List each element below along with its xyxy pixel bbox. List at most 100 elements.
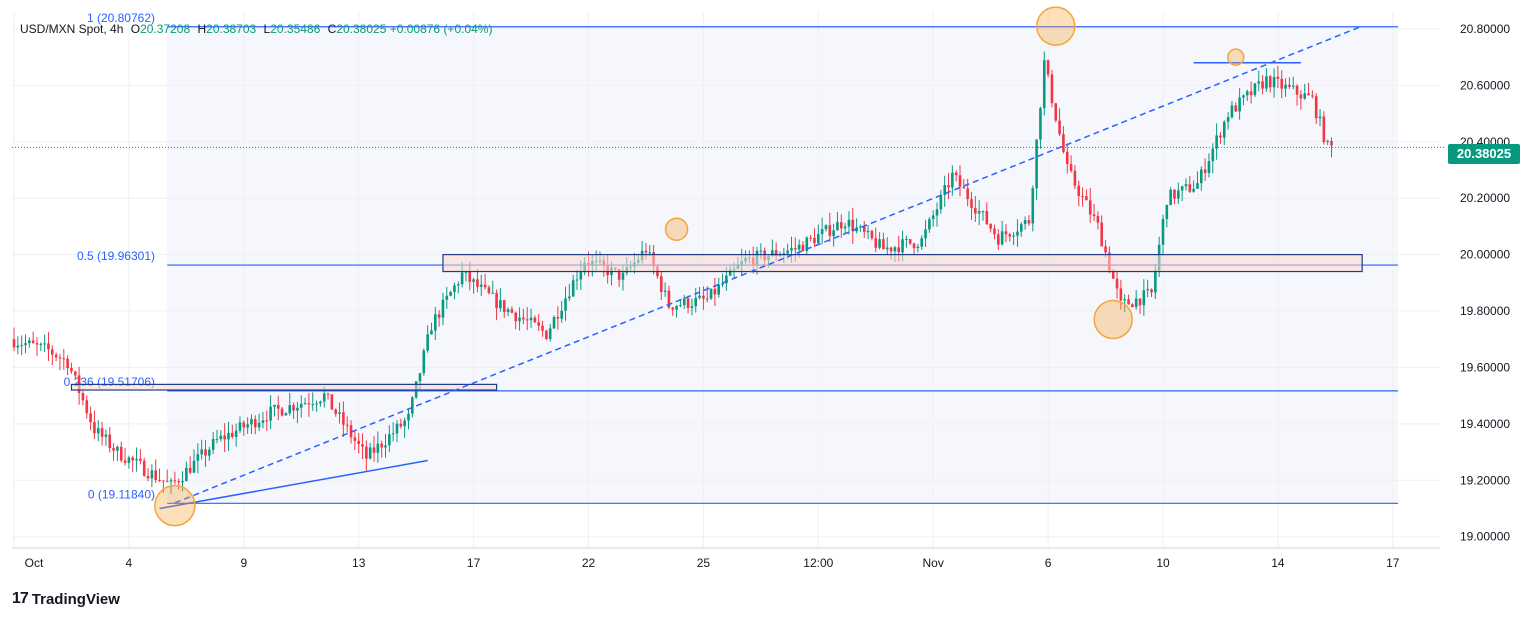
time-tick-label: 12:00 [803, 556, 833, 570]
candle-body [725, 275, 728, 284]
candle-body [698, 295, 701, 298]
candle-body [1088, 200, 1092, 215]
candle-body [759, 250, 763, 252]
dashed-trendline [174, 25, 1363, 504]
candle-body [54, 354, 58, 358]
candle-body [1046, 60, 1050, 75]
candle-body [181, 480, 184, 483]
candle-body [893, 247, 897, 252]
candle-body [299, 404, 303, 408]
price-tick-label: 19.40000 [1460, 417, 1510, 431]
candle-body [993, 228, 996, 235]
candle-body [231, 432, 234, 437]
tradingview-brand[interactable]: 17 TradingView [12, 590, 120, 608]
time-axis[interactable]: Oct 4 9 13 17 22 25 12:00 Nov 6 10 14 17 [25, 556, 1400, 570]
candle-body [1215, 135, 1218, 149]
candle-body [928, 219, 931, 230]
candle-body [1050, 74, 1054, 104]
candle-body [173, 480, 177, 482]
candle-body [418, 373, 422, 382]
candle-body [280, 408, 284, 416]
candle-body [158, 479, 161, 481]
candle-body [522, 317, 525, 320]
time-tick-label: 9 [240, 556, 247, 570]
candle-body [1031, 188, 1035, 224]
candle-body [820, 229, 824, 235]
candle-body [997, 234, 1000, 245]
candle-body [866, 230, 870, 233]
time-tick-label: 6 [1045, 556, 1052, 570]
candle-body [1272, 76, 1276, 88]
candle-body [1019, 224, 1023, 232]
symbol-title[interactable]: USD/MXN Spot, 4h [20, 22, 124, 36]
candle-body [116, 446, 119, 451]
candle-body [188, 467, 192, 473]
candle-body [958, 175, 962, 187]
candle-body [621, 272, 625, 280]
candle-body [31, 340, 35, 344]
candle-body [491, 292, 495, 294]
drawings[interactable] [70, 6, 1363, 527]
price-tick-label: 19.20000 [1460, 473, 1510, 487]
candle-body [713, 288, 717, 295]
time-tick-label: 17 [1386, 556, 1400, 570]
time-tick-label: 25 [697, 556, 711, 570]
candle-body [426, 334, 429, 351]
candle-body [552, 316, 556, 329]
candle-body [345, 424, 349, 426]
trendline [159, 459, 428, 510]
candle-body [518, 317, 521, 322]
candle-body [342, 412, 345, 425]
candle-body [100, 428, 104, 437]
candle-body [131, 457, 135, 461]
candle-body [150, 470, 154, 479]
candle-body [939, 194, 943, 210]
candle-body [1219, 135, 1222, 138]
candle-body [1268, 76, 1272, 88]
candle-body [365, 446, 368, 459]
candle-body [889, 247, 893, 252]
candle-body [395, 423, 399, 434]
candle-body [460, 272, 464, 285]
candle-body [985, 211, 989, 225]
candle-body [35, 343, 39, 345]
candle-body [62, 358, 66, 360]
candle-body [1330, 140, 1333, 146]
candle-body [1173, 189, 1176, 199]
brand-name: TradingView [31, 590, 120, 608]
ohlc-header: USD/MXN Spot, 4h O20.37208 H20.38703 L20… [20, 22, 492, 36]
candle-body [499, 300, 502, 309]
candle-body [843, 226, 847, 229]
candle-body [1295, 85, 1299, 95]
candle-body [1042, 60, 1046, 109]
candle-body [675, 306, 678, 310]
candle-body [548, 328, 552, 339]
low-value: 20.35486 [270, 22, 321, 36]
candle-body [1092, 214, 1096, 217]
candle-body [24, 343, 27, 346]
candle-body [809, 237, 812, 239]
last-price-badge: 20.38025 [1448, 144, 1520, 164]
candle-body [20, 345, 23, 347]
candle-body [728, 269, 732, 276]
candle-body [1161, 218, 1165, 245]
candle-body [541, 325, 544, 331]
highlight-circle [1227, 48, 1245, 66]
candle-body [215, 439, 219, 441]
candle-body [644, 250, 648, 253]
candle-body [265, 420, 269, 422]
candle-body [16, 345, 20, 348]
candle-body [1096, 216, 1100, 223]
candle-body [1123, 299, 1126, 301]
candle-body [495, 292, 498, 309]
candle-body [943, 185, 946, 195]
candle-body [468, 271, 472, 282]
price-axis[interactable]: 19.00000 19.20000 19.40000 19.60000 19.80000… [1460, 22, 1510, 544]
candle-body [1203, 169, 1207, 174]
candle-body [817, 234, 820, 244]
candle-body [368, 447, 372, 459]
candle-body [1180, 186, 1184, 191]
candle-body [361, 444, 364, 447]
candle-body [721, 283, 724, 285]
